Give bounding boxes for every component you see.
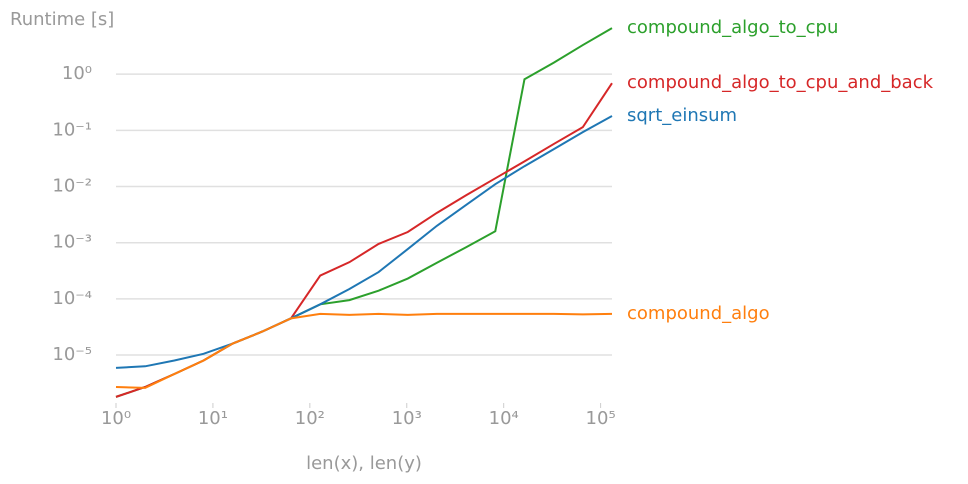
series-label: sqrt_einsum <box>627 105 737 126</box>
x-tick-label: 10³ <box>392 408 422 429</box>
series-line <box>115 115 613 369</box>
y-tick-label: 10⁻⁵ <box>52 344 92 365</box>
y-tick-label: 10⁰ <box>62 63 92 84</box>
y-axis-label: Runtime [s] <box>10 9 114 30</box>
x-axis-label: len(x), len(y) <box>306 453 422 474</box>
y-tick-label: 10⁻³ <box>52 232 92 253</box>
series-label: compound_algo_to_cpu <box>627 17 838 38</box>
x-tick-label: 10⁰ <box>101 408 131 429</box>
series-label: compound_algo <box>627 303 770 324</box>
series-label: compound_algo_to_cpu_and_back <box>627 72 934 93</box>
y-tick-label: 10⁻⁴ <box>52 288 92 309</box>
y-tick-label: 10⁻¹ <box>52 119 92 140</box>
x-tick-label: 10¹ <box>198 408 228 429</box>
x-tick-label: 10⁵ <box>586 408 616 429</box>
x-tick-label: 10⁴ <box>489 408 519 429</box>
series-line <box>115 312 613 389</box>
x-tick-label: 10² <box>295 408 325 429</box>
series-line <box>115 27 613 398</box>
y-tick-label: 10⁻² <box>52 176 92 197</box>
